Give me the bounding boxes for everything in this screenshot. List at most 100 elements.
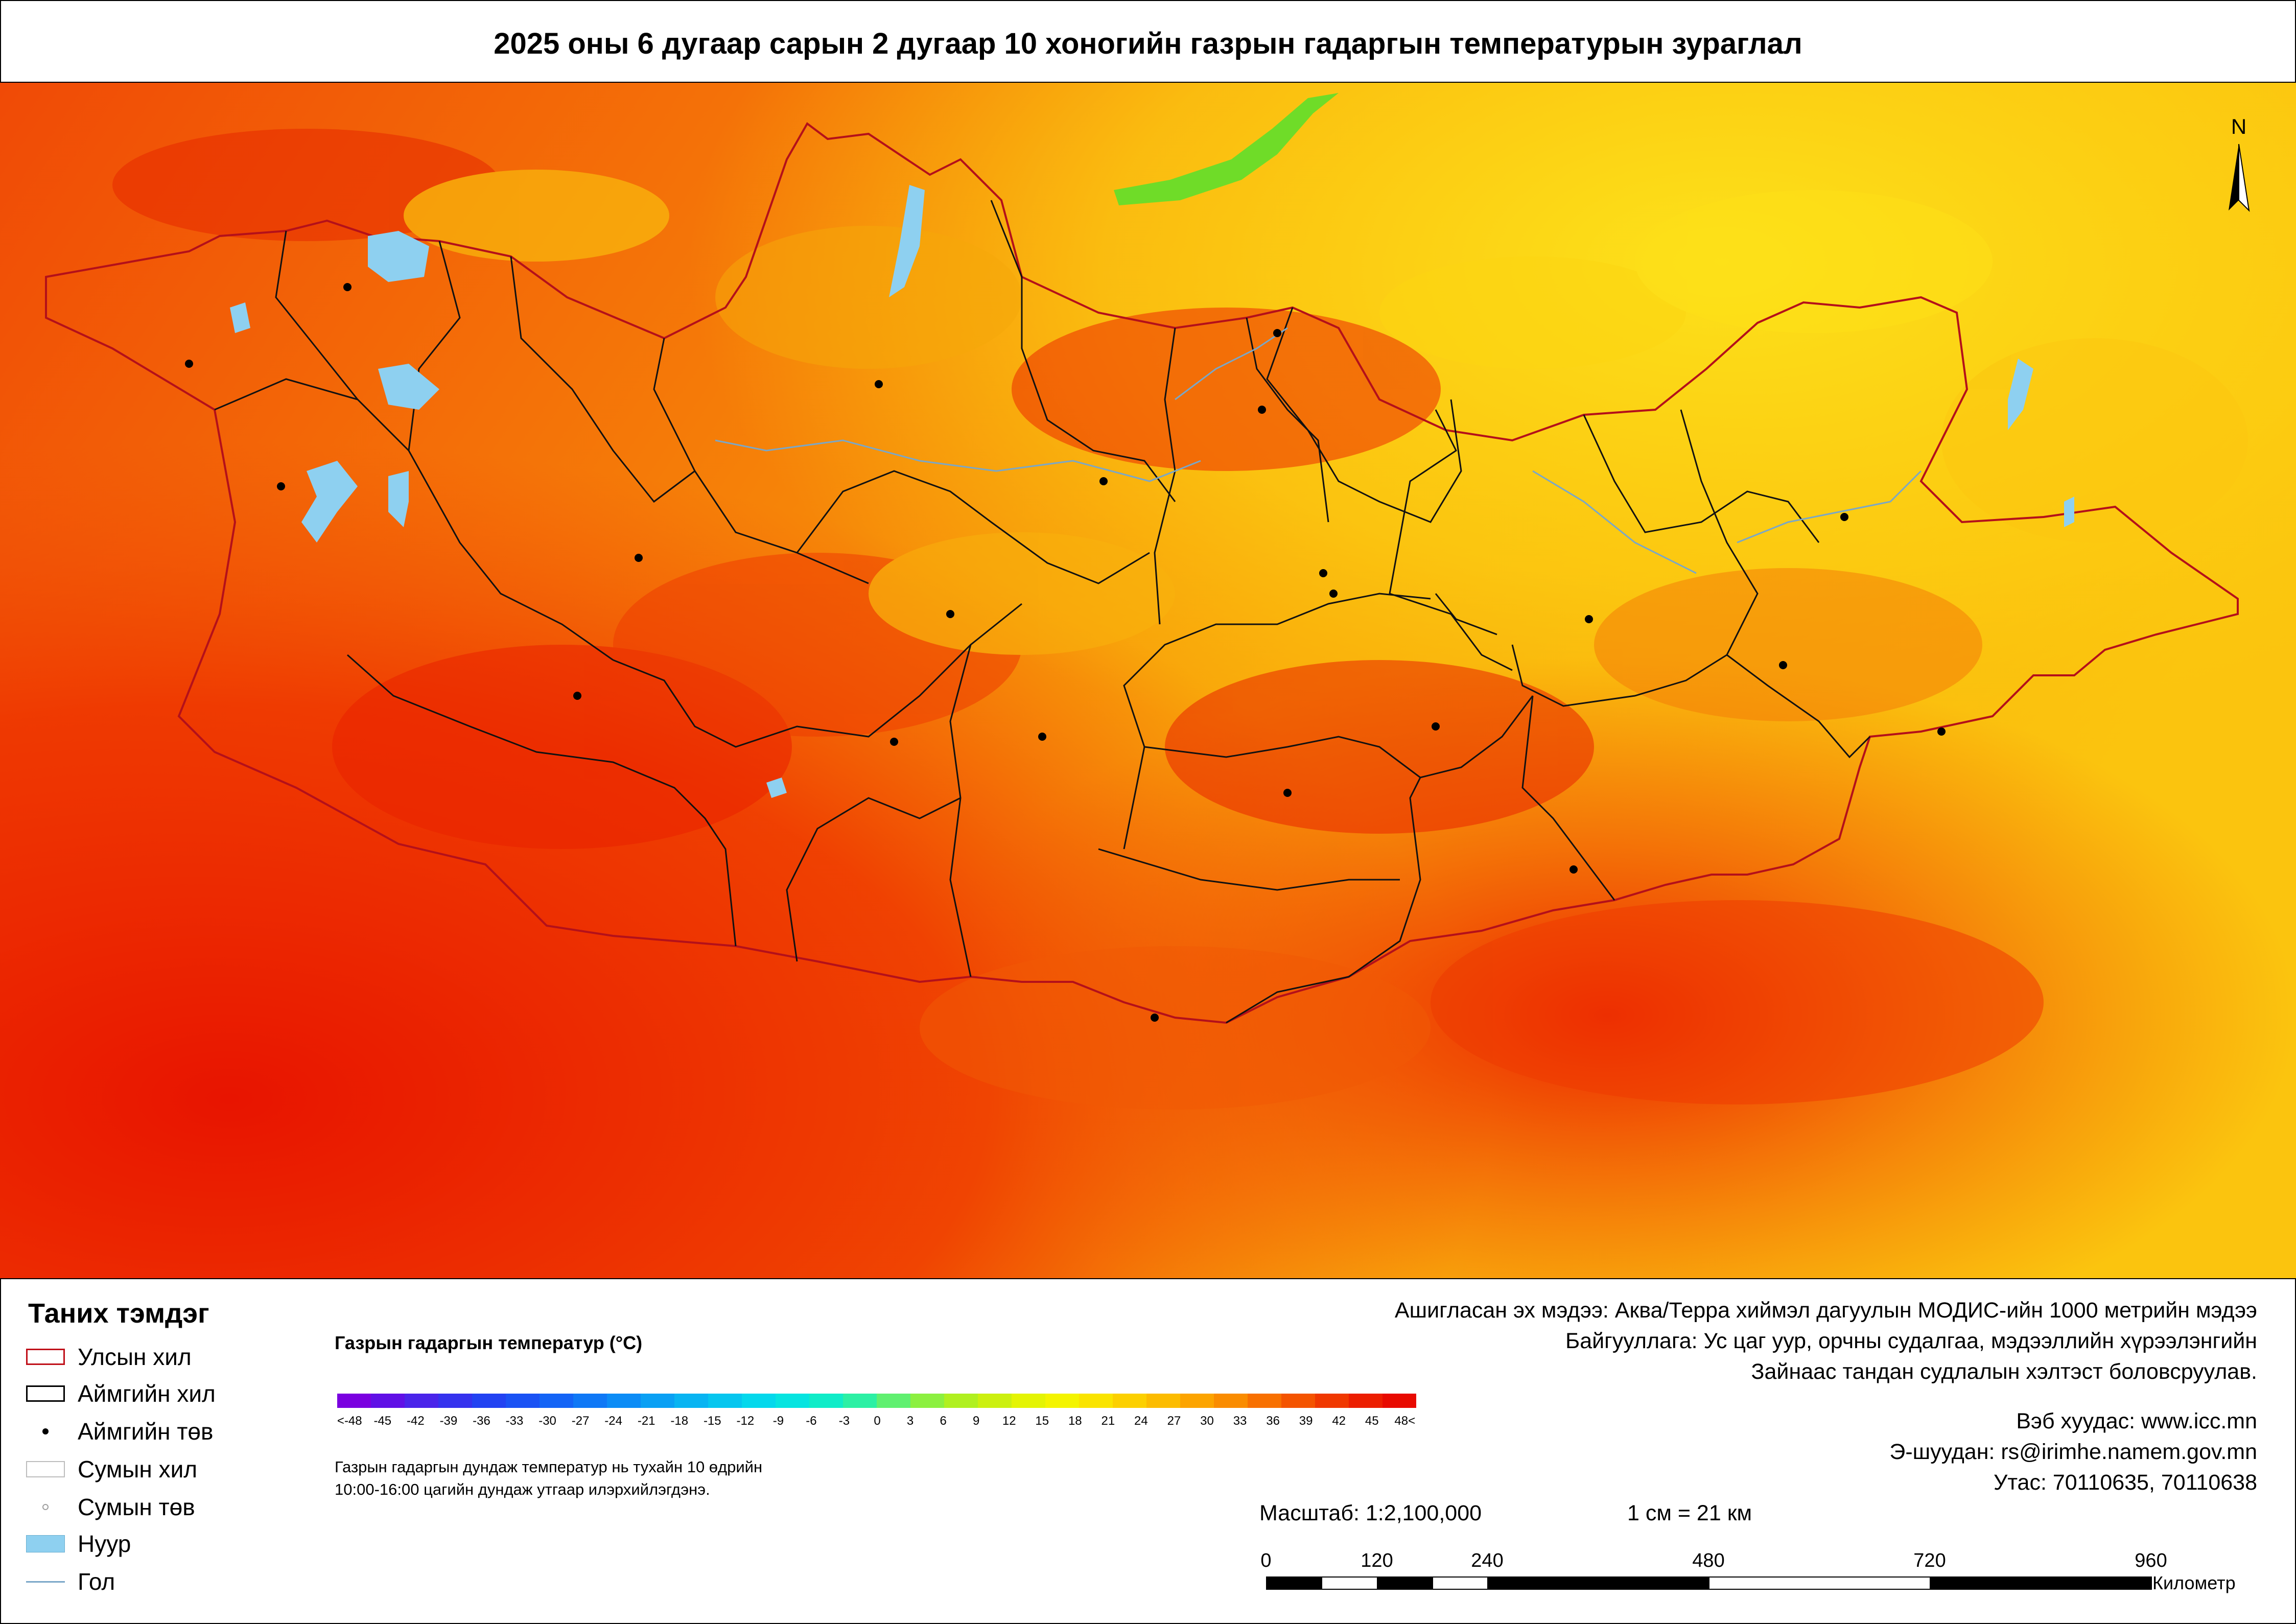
scale-tick: 0 (1260, 1550, 1272, 1571)
color-ramp-label: 3 (906, 1414, 914, 1428)
province-boundaries (214, 200, 1871, 1024)
legend-item-soum-boundary: Сумын хил (25, 1456, 197, 1482)
color-ramp-swatch (1045, 1394, 1079, 1408)
color-ramp-swatch (1349, 1394, 1383, 1408)
lake-symbol (26, 1535, 65, 1552)
scale-equivalence: 1 см = 21 км (1627, 1501, 1752, 1525)
legend-item-province-center: Аймгийн төв (25, 1418, 213, 1445)
source-block: Ашигласан эх мэдээ: Аква/Терра хиймэл да… (1395, 1295, 2257, 1387)
color-ramp-label: -27 (571, 1414, 590, 1428)
scale-tick: 480 (1692, 1550, 1725, 1571)
color-ramp-label: -45 (373, 1414, 392, 1428)
color-ramp-swatch (1113, 1394, 1146, 1408)
legend-label: Улсын хил (78, 1344, 192, 1370)
note: Газрын гадаргын дундаж температур нь тух… (335, 1456, 762, 1501)
scale-ratio: Масштаб: 1:2,100,000 (1259, 1501, 1482, 1525)
color-ramp-label: 15 (1035, 1414, 1049, 1428)
legend-item-national-boundary: Улсын хил (25, 1344, 192, 1370)
color-ramp-swatch (742, 1394, 776, 1408)
source-line: Зайнаас тандан судлалын хэлтэст боловсру… (1751, 1359, 2257, 1384)
scale-tick: 240 (1471, 1550, 1504, 1571)
color-ramp-label: 36 (1266, 1414, 1280, 1428)
soum-boundary-symbol (26, 1461, 65, 1477)
color-ramp-label: 9 (972, 1414, 980, 1428)
province-center-dot-icon (42, 1428, 49, 1434)
color-ramp-label: -18 (670, 1414, 689, 1428)
color-ramp-label: 39 (1299, 1414, 1313, 1428)
scale-unit: Километр (2152, 1572, 2236, 1593)
color-ramp-swatch (809, 1394, 843, 1408)
color-ramp-label: -30 (538, 1414, 556, 1428)
scale-tick: 960 (2135, 1550, 2167, 1571)
scale-tick: 720 (1913, 1550, 1946, 1571)
color-ramp-label: 0 (874, 1414, 881, 1428)
color-ramp-swatch (776, 1394, 809, 1408)
color-ramp-swatch (573, 1394, 607, 1408)
color-ramp-label: 27 (1167, 1414, 1181, 1428)
source-line: Байгууллага: Ус цаг уур, орчны судалгаа,… (1565, 1329, 2257, 1353)
color-ramp-swatch (641, 1394, 674, 1408)
color-ramp-swatch (877, 1394, 910, 1408)
north-arrow-icon: N (2229, 114, 2250, 212)
color-ramp-label: -6 (806, 1414, 817, 1428)
color-ramp-swatch (1079, 1394, 1113, 1408)
color-ramp-label: -39 (439, 1414, 458, 1428)
color-ramp-label: 12 (1002, 1414, 1016, 1428)
color-ramp-swatch (506, 1394, 540, 1408)
contact-email: Э-шуудан: rs@irimhe.namem.gov.mn (1889, 1440, 2257, 1464)
color-ramp-swatch (1281, 1394, 1315, 1408)
province-boundary-symbol (26, 1385, 65, 1402)
color-ramp-swatch (472, 1394, 506, 1408)
note-line: 10:00-16:00 цагийн дундаж утгаар илэрхий… (335, 1480, 710, 1498)
legend-label: Нуур (78, 1531, 131, 1557)
color-ramp-swatch (438, 1394, 472, 1408)
color-ramp-swatch (978, 1394, 1012, 1408)
legend-label: Сумын төв (78, 1494, 195, 1520)
color-ramp-label: 21 (1101, 1414, 1115, 1428)
river-symbol (26, 1581, 65, 1583)
color-ramp-swatch (708, 1394, 742, 1408)
national-boundary-symbol (26, 1349, 65, 1365)
color-ramp-label: 6 (940, 1414, 947, 1428)
color-ramp-swatch (1146, 1394, 1180, 1408)
rivers (715, 327, 1922, 574)
color-ramp-label: 42 (1332, 1414, 1346, 1428)
color-ramp-swatch (1180, 1394, 1214, 1408)
color-ramp-swatch (1012, 1394, 1045, 1408)
color-ramp-swatch (1214, 1394, 1248, 1408)
province-centers (185, 283, 1946, 1022)
color-ramp-label: -33 (505, 1414, 524, 1428)
color-ramp-swatch (540, 1394, 573, 1408)
color-ramp-swatch (944, 1394, 978, 1408)
contact-block: Вэб хуудас: www.icc.mn Э-шуудан: rs@irim… (1889, 1406, 2257, 1498)
color-scale-title: Газрын гадаргын температур (°С) (335, 1332, 643, 1353)
legend-title: Таних тэмдэг (28, 1298, 209, 1329)
color-ramp-labels: <-48 -45 -42 -39 -36 -33 -30 -27 -24 -21 -18 -15 -12… (333, 1414, 1421, 1428)
soum-center-dot-icon (42, 1504, 49, 1510)
color-ramp-label: -3 (838, 1414, 850, 1428)
color-ramp-label: 24 (1134, 1414, 1148, 1428)
color-ramp-label: 45 (1365, 1414, 1379, 1428)
contact-phone: Утас: 70110635, 70110638 (1994, 1470, 2257, 1495)
color-ramp-label: -42 (407, 1414, 425, 1428)
color-ramp-swatch (1315, 1394, 1349, 1408)
legend-item-river: Гол (25, 1568, 115, 1595)
national-boundary (45, 122, 2239, 1024)
color-ramp-label: 18 (1068, 1414, 1082, 1428)
contact-web: Вэб хуудас: www.icc.mn (2016, 1409, 2257, 1433)
baikal-lake (1114, 93, 1339, 205)
color-ramp-swatch (910, 1394, 944, 1408)
legend-label: Гол (78, 1568, 115, 1595)
color-ramp-label: 48< (1394, 1414, 1416, 1428)
color-ramp (337, 1394, 1416, 1408)
legend-label: Аймгийн хил (78, 1380, 216, 1407)
color-ramp-swatch (607, 1394, 641, 1408)
color-ramp-label: -9 (772, 1414, 784, 1428)
color-ramp-label: -21 (637, 1414, 655, 1428)
scale-tick: 120 (1361, 1550, 1393, 1571)
temperature-map: N (0, 82, 2296, 1279)
lakes (230, 185, 2074, 798)
color-ramp-swatch (843, 1394, 877, 1408)
map-title: 2025 оны 6 дугаар сарын 2 дугаар 10 хоно… (494, 27, 1802, 60)
color-ramp-swatch (1248, 1394, 1281, 1408)
